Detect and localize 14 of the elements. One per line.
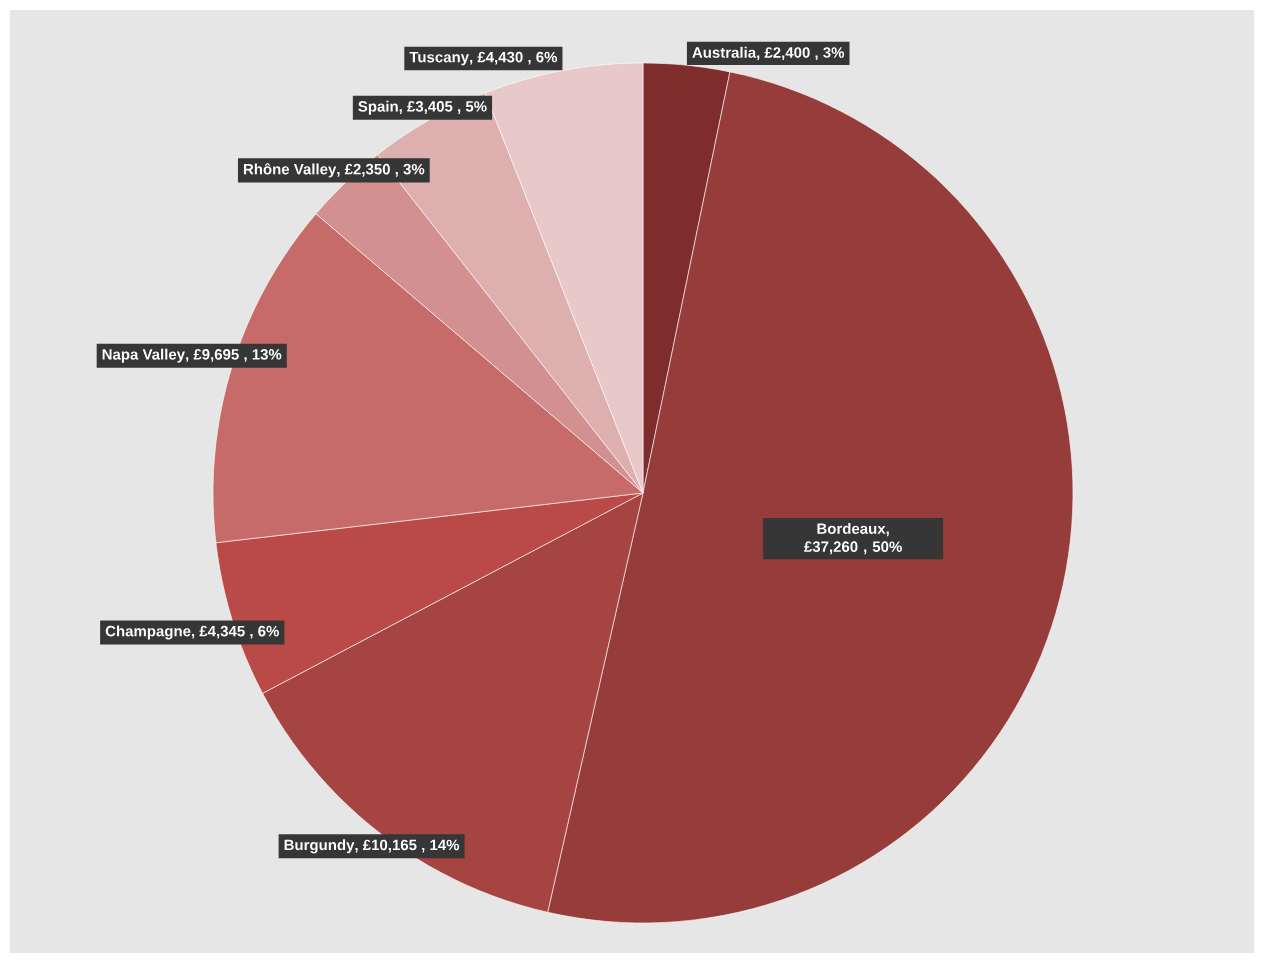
slice-label: Tuscany — [409, 51, 469, 66]
slice-label: Australia — [692, 46, 757, 58]
data-label: , £3,405 , 5% — [399, 101, 487, 114]
slice-label: Champagne — [105, 625, 191, 640]
slice-label: Napa Valley — [102, 348, 185, 363]
slice-label: Rhône Valley — [243, 163, 337, 178]
data-label: , £2,400 , 3% — [757, 47, 845, 61]
slice-label: Spain — [358, 100, 398, 115]
data-label: , £9,695 , 13% — [186, 349, 282, 362]
data-label: , £4,345 , 6% — [192, 625, 279, 639]
slice-label: Burgundy — [284, 839, 355, 854]
data-label: , £10,165 , 14% — [355, 839, 460, 853]
data-label: , £2,350 , 3% — [337, 163, 425, 177]
data-label: , £4,430 , 6% — [470, 51, 558, 65]
